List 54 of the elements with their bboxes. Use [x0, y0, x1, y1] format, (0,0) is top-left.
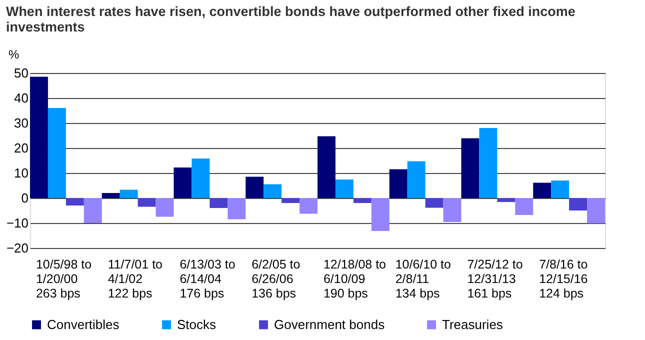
legend-label: Convertibles [47, 316, 120, 332]
bar [120, 190, 138, 198]
y-tick-label: 40 [14, 90, 28, 106]
bar [66, 198, 84, 206]
legend-label: Government bonds [274, 316, 386, 332]
legend-label: Stocks [177, 316, 217, 332]
y-tick-label: 30 [14, 116, 28, 130]
bar [407, 161, 426, 198]
bar [192, 158, 210, 198]
y-axis-title: % [8, 48, 20, 62]
chart-title: When interest rates have risen, convertible bonds have outperformed other fixed income investments [6, 4, 576, 34]
bar [282, 198, 300, 203]
y-tick-label: 10 [14, 166, 28, 180]
bar [300, 198, 318, 214]
bar [461, 138, 480, 198]
x-tick-label: 7/8/16 to 12/15/16 124 bps [539, 258, 588, 300]
bar [353, 198, 372, 203]
bar [174, 168, 192, 198]
x-tick-label: 11/7/01 to 4/1/02 122 bps [108, 258, 163, 300]
x-tick-label: 6/13/03 to 6/14/04 176 bps [180, 258, 236, 300]
bar [318, 136, 336, 198]
bar [371, 198, 390, 231]
y-tick-label: 0 [21, 190, 28, 206]
x-tick-label: 10/6/10 to 2/8/11 134 bps [395, 258, 451, 300]
y-tick-label: −10 [6, 216, 28, 230]
bar [425, 198, 444, 208]
y-tick-label: 20 [14, 140, 28, 156]
x-tick-label: 7/25/12 to 12/31/13 161 bps [467, 258, 523, 300]
bar [335, 180, 354, 198]
bar [389, 169, 408, 198]
x-tick-label: 6/2/05 to 6/26/06 136 bps [252, 258, 300, 300]
bar [210, 198, 228, 208]
bar [138, 198, 156, 207]
bar [228, 198, 246, 220]
bar [479, 128, 498, 198]
bar [84, 198, 102, 223]
bar [515, 198, 534, 215]
bar [443, 198, 462, 222]
bar [264, 184, 282, 198]
bar [48, 108, 66, 198]
bar [102, 193, 120, 198]
x-tick-label: 12/18/08 to 6/10/09 190 bps [323, 258, 386, 300]
bar [156, 198, 174, 217]
bar [30, 76, 48, 198]
y-tick-label: −20 [6, 240, 28, 256]
bar [246, 176, 264, 198]
bar [587, 198, 605, 224]
y-tick-label: 50 [14, 66, 28, 80]
bar [551, 180, 570, 198]
bar [569, 198, 588, 210]
legend-label: Treasuries [442, 316, 504, 332]
bar [533, 182, 552, 198]
bar [497, 198, 516, 202]
x-tick-label: 10/5/98 to 1/20/00 263 bps [36, 258, 92, 300]
